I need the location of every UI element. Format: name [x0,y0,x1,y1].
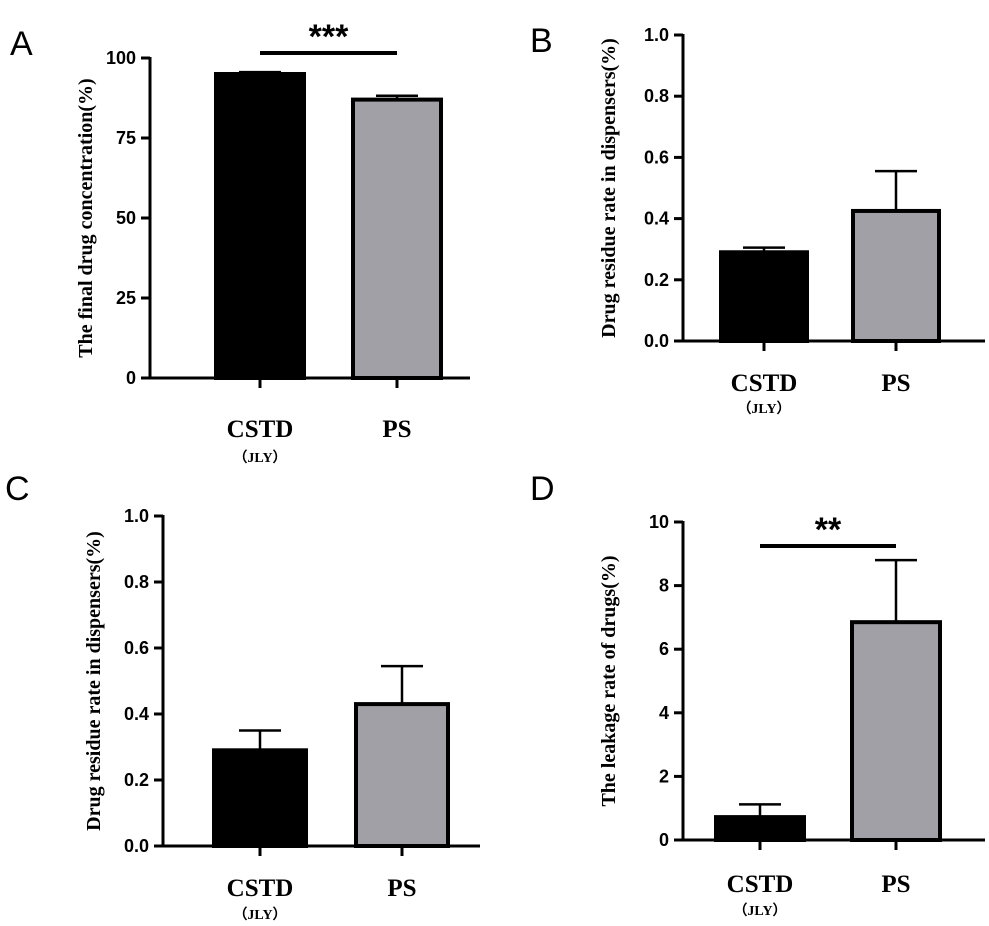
panel-letter: C [5,470,30,508]
y-tick-label: 1.0 [124,506,149,526]
error-bar-ps [376,94,418,100]
y-tick-label: 0.4 [644,209,669,229]
y-tick-label: 0.2 [644,270,669,290]
chart-panel-d: D The leakage rate of drugs(%) 0 2 4 6 8 10 CSTD… [530,470,985,919]
chart-panel-b: B Drug residue rate in dispensers(%) 0.0 0.… [530,22,985,417]
bar-ps [851,208,941,343]
bar-cstd [214,72,306,380]
y-tick-label: 0.0 [124,836,149,856]
y-tick-label: 0.6 [124,638,149,658]
bar-ps [351,97,443,380]
error-bar-cstd [739,803,781,818]
x-tick-label-ps: PS [881,370,910,397]
bar-ps [850,620,942,842]
bar-cstd [212,748,308,848]
chart-panel-c: C Drug residue rate in dispensers(%) 0.0 0.… [5,470,480,923]
y-tick-label: 25 [116,288,136,308]
significance-marker: *** [309,18,349,56]
panel-letter: B [530,22,553,60]
y-tick-label: 0.6 [644,147,669,167]
y-tick-label: 6 [659,639,669,659]
panel-letter: A [10,25,33,63]
y-tick-label: 0.0 [644,331,669,351]
y-tick-label: 0 [126,368,136,388]
y-tick-label: 1.0 [644,25,669,45]
significance-marker: ** [815,511,842,549]
x-tick-label-ps: PS [387,875,416,902]
x-tick-label-ps: PS [382,416,411,443]
bar-cstd [719,250,809,343]
y-tick-label: 2 [659,766,669,786]
y-axis-label: Drug residue rate in dispensers(%) [598,38,620,338]
x-tick-sublabel: （JLY） [233,907,286,923]
y-axis-label: The leakage rate of drugs(%) [598,555,620,806]
bar-ps [354,702,450,848]
y-tick-label: 8 [659,576,669,596]
y-tick-label: 4 [659,703,669,723]
y-tick-label: 0.8 [644,86,669,106]
error-bar-cstd [743,246,785,253]
chart-panel-a: A The final drug concentration(%) 0 25 50 75 1… [10,18,470,466]
y-axis-label: The final drug concentration(%) [75,78,97,357]
x-tick-label-ps: PS [881,871,910,898]
x-tick-sublabel: （JLY） [737,401,790,417]
y-tick-label: 50 [116,208,136,228]
y-tick-label: 0.2 [124,770,149,790]
x-tick-label-cstd: CSTD [227,416,294,443]
x-tick-sublabel: （JLY） [233,450,286,466]
y-tick-label: 10 [649,512,669,532]
x-tick-label-cstd: CSTD [731,370,798,397]
error-bar-ps [875,558,917,623]
panel-letter: D [530,470,555,508]
error-bar-cstd [239,70,281,74]
y-axis-label: Drug residue rate in dispensers(%) [83,531,105,831]
y-tick-label: 75 [116,128,136,148]
y-tick-label: 100 [106,48,136,68]
y-tick-label: 0.8 [124,572,149,592]
y-tick-label: 0.4 [124,704,149,724]
y-tick-label: 0 [659,830,669,850]
x-tick-label-cstd: CSTD [227,875,294,902]
x-tick-label-cstd: CSTD [727,871,794,898]
error-bar-cstd [239,729,281,751]
error-bar-ps [875,169,917,211]
bar-cstd [714,815,806,843]
error-bar-ps [381,664,423,705]
x-tick-sublabel: （JLY） [733,903,786,919]
